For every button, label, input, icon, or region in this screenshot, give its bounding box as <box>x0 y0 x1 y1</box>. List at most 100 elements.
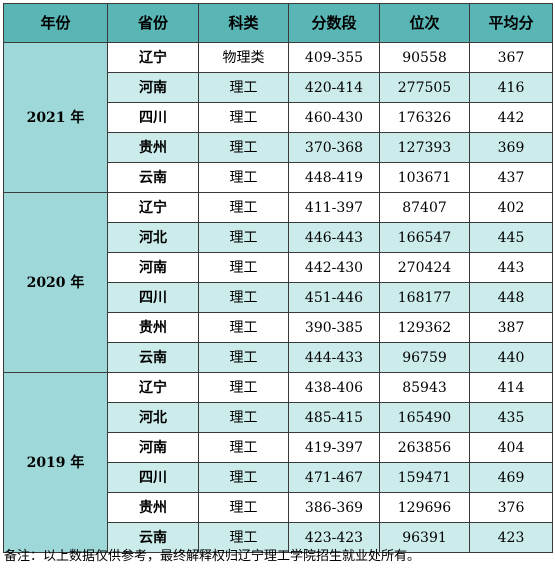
table-row: 2020 年辽宁 理工 411-397 87407 402 <box>3 192 553 373</box>
province-cell: 河南 <box>107 432 199 463</box>
province-cell: 河北 <box>107 402 199 433</box>
rank-cell: 270424 <box>379 252 470 283</box>
table-row: 2019 年辽宁 理工 438-406 85943 414 <box>3 372 553 553</box>
subject-cell: 理工 <box>198 372 289 403</box>
score-range-cell: 423-423 <box>288 522 380 553</box>
province-cell: 云南 <box>107 342 199 373</box>
average-cell: 469 <box>469 462 553 493</box>
header-province: 省份 <box>107 3 199 43</box>
average-cell: 414 <box>469 372 553 403</box>
score-range-cell: 444-433 <box>288 342 380 373</box>
average-cell: 440 <box>469 342 553 373</box>
rank-cell: 168177 <box>379 282 470 313</box>
average-cell: 442 <box>469 102 553 133</box>
subject-cell: 理工 <box>198 492 289 523</box>
subject-cell: 理工 <box>198 432 289 463</box>
rank-cell: 85943 <box>379 372 470 403</box>
province-cell: 贵州 <box>107 492 199 523</box>
average-cell: 387 <box>469 312 553 343</box>
header-subject: 科类 <box>198 3 289 43</box>
rank-cell: 127393 <box>379 132 470 163</box>
rank-cell: 176326 <box>379 102 470 133</box>
year-cell: 2020 年 <box>3 192 108 373</box>
table-row: 四川 理工 471-467 159471 469 <box>4 462 553 493</box>
footnote: 备注：以上数据仅供参考，最终解释权归辽宁理工学院招生就业处所有。 <box>4 549 421 564</box>
table-row: 河南 理工 419-397 263856 404 <box>4 432 553 463</box>
average-cell: 416 <box>469 72 553 103</box>
score-range-cell: 411-397 <box>288 192 380 223</box>
table-row: 贵州 理工 370-368 127393 369 <box>4 132 553 163</box>
score-range-cell: 390-385 <box>288 312 380 343</box>
rank-cell: 96759 <box>379 342 470 373</box>
score-range-cell: 420-414 <box>288 72 380 103</box>
province-cell: 贵州 <box>107 132 199 163</box>
score-range-cell: 471-467 <box>288 462 380 493</box>
score-range-cell: 451-446 <box>288 282 380 313</box>
header-score-range: 分数段 <box>288 3 380 43</box>
rank-cell: 96391 <box>379 522 470 553</box>
header-average: 平均分 <box>469 3 553 43</box>
subject-cell: 理工 <box>198 462 289 493</box>
table-row: 河南 理工 442-430 270424 443 <box>4 252 553 283</box>
rank-cell: 165490 <box>379 402 470 433</box>
rank-cell: 263856 <box>379 432 470 463</box>
table-row: 四川 理工 460-430 176326 442 <box>4 102 553 133</box>
table-row: 贵州 理工 386-369 129696 376 <box>4 492 553 523</box>
score-range-cell: 460-430 <box>288 102 380 133</box>
average-cell: 435 <box>469 402 553 433</box>
province-cell: 辽宁 <box>107 372 199 403</box>
province-cell: 四川 <box>107 462 199 493</box>
rank-cell: 166547 <box>379 222 470 253</box>
header-rank: 位次 <box>379 3 470 43</box>
average-cell: 367 <box>469 42 553 73</box>
header-year: 年份 <box>3 3 108 43</box>
table-row: 云南 理工 448-419 103671 437 <box>4 162 553 193</box>
score-range-cell: 485-415 <box>288 402 380 433</box>
province-cell: 辽宁 <box>107 192 199 223</box>
subject-cell: 理工 <box>198 312 289 343</box>
score-range-cell: 409-355 <box>288 42 380 73</box>
score-range-cell: 438-406 <box>288 372 380 403</box>
average-cell: 448 <box>469 282 553 313</box>
year-cell: 2019 年 <box>3 372 108 553</box>
score-range-cell: 442-430 <box>288 252 380 283</box>
table-row: 四川 理工 451-446 168177 448 <box>4 282 553 313</box>
province-cell: 四川 <box>107 102 199 133</box>
table-row: 云南 理工 423-423 96391 423 <box>4 522 553 553</box>
rank-cell: 159471 <box>379 462 470 493</box>
province-cell: 贵州 <box>107 312 199 343</box>
average-cell: 437 <box>469 162 553 193</box>
rank-cell: 129696 <box>379 492 470 523</box>
table-body: 2021 年辽宁 物理类 409-355 90558 367 河南 理工 420-414 277… <box>3 42 553 553</box>
subject-cell: 理工 <box>198 162 289 193</box>
subject-cell: 理工 <box>198 342 289 373</box>
average-cell: 376 <box>469 492 553 523</box>
subject-cell: 理工 <box>198 252 289 283</box>
average-cell: 443 <box>469 252 553 283</box>
subject-cell: 理工 <box>198 102 289 133</box>
province-cell: 河南 <box>107 252 199 283</box>
province-cell: 云南 <box>107 162 199 193</box>
province-cell: 河北 <box>107 222 199 253</box>
subject-cell: 理工 <box>198 132 289 163</box>
subject-cell: 理工 <box>198 72 289 103</box>
year-cell: 2021 年 <box>3 42 108 193</box>
table-row: 2021 年辽宁 物理类 409-355 90558 367 <box>3 42 553 193</box>
score-range-cell: 386-369 <box>288 492 380 523</box>
subject-cell: 物理类 <box>198 42 289 73</box>
province-cell: 河南 <box>107 72 199 103</box>
average-cell: 369 <box>469 132 553 163</box>
score-range-cell: 448-419 <box>288 162 380 193</box>
rank-cell: 277505 <box>379 72 470 103</box>
subject-cell: 理工 <box>198 222 289 253</box>
admission-score-table: 年份 省份 科类 分数段 位次 平均分 2021 年辽宁 物理类 409-355 90… <box>3 3 553 553</box>
table-row: 河南 理工 420-414 277505 416 <box>4 72 553 103</box>
rank-cell: 90558 <box>379 42 470 73</box>
average-cell: 402 <box>469 192 553 223</box>
rank-cell: 87407 <box>379 192 470 223</box>
table-row: 河北 理工 446-443 166547 445 <box>4 222 553 253</box>
score-range-cell: 446-443 <box>288 222 380 253</box>
table-row: 贵州 理工 390-385 129362 387 <box>4 312 553 343</box>
rank-cell: 129362 <box>379 312 470 343</box>
subject-cell: 理工 <box>198 192 289 223</box>
